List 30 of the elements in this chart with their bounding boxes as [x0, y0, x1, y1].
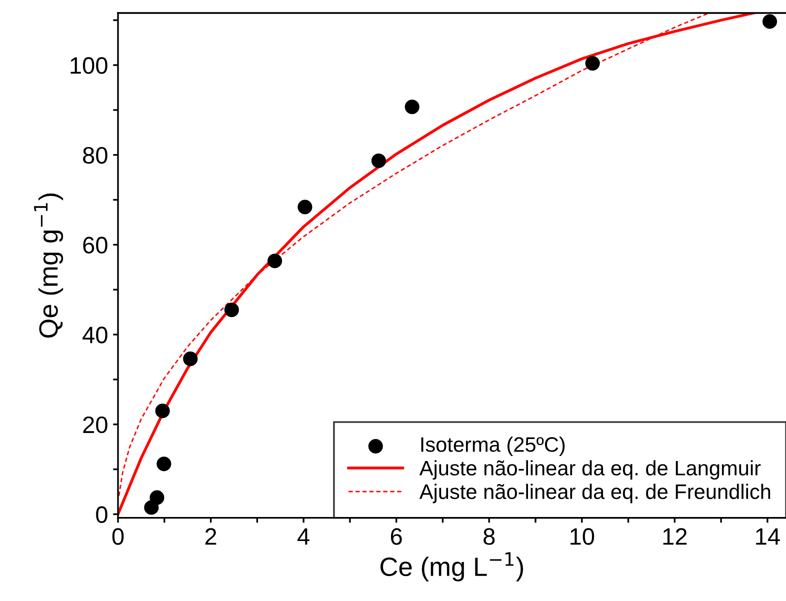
point: [298, 200, 312, 214]
point: [762, 14, 778, 29]
y-tick-label: 60: [83, 236, 108, 254]
x-tick-label: 0: [112, 528, 124, 545]
x-tick-label: 8: [484, 528, 495, 545]
y-tick-label: 20: [83, 416, 108, 434]
legend-label: Ajuste não-linear da eq. de Langmuir: [419, 460, 761, 480]
x-tick-label: 6: [390, 528, 402, 545]
point: [404, 100, 420, 114]
x-tick-label: 10: [570, 528, 594, 545]
y-tick-label: 80: [83, 146, 108, 164]
legend-label: Ajuste não-linear da eq. de Freundlich: [419, 484, 770, 504]
point: [156, 456, 172, 472]
x-tick-label: 14: [756, 528, 780, 545]
legend-label: Isoterma (25ºC): [421, 436, 565, 456]
x-tick-label: 2: [205, 528, 216, 545]
point: [585, 56, 600, 71]
x-tick-label: 4: [298, 528, 310, 545]
point: [371, 153, 386, 168]
y-tick-label: 40: [82, 326, 108, 344]
y-tick-label: 100: [70, 57, 108, 74]
point: [150, 490, 164, 505]
point: [183, 352, 198, 366]
point: [155, 404, 170, 418]
x-tick-label: 12: [663, 528, 687, 545]
point: [268, 254, 282, 268]
point: [224, 302, 239, 318]
y-axis-title: Qe (mg g$^{−1}$): [34, 194, 64, 338]
x-axis-title: Ce (mg L$^{−1}$): [380, 552, 524, 582]
y-tick-label: 0: [96, 506, 108, 523]
